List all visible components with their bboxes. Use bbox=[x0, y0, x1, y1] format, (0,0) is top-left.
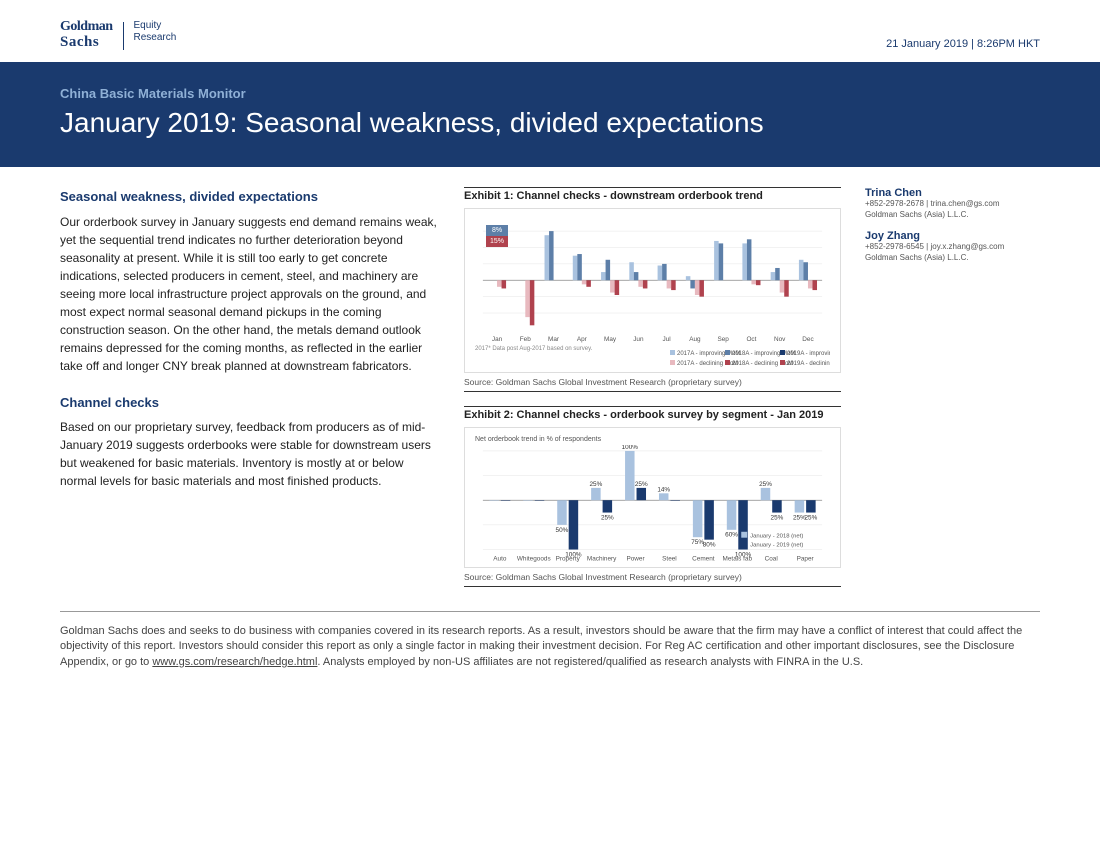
body-column: Seasonal weakness, divided expectations … bbox=[60, 187, 440, 601]
exhibits-column: Exhibit 1: Channel checks - downstream o… bbox=[464, 187, 841, 601]
svg-text:Jan: Jan bbox=[492, 337, 503, 344]
exhibit-title: Exhibit 1: Channel checks - downstream o… bbox=[464, 187, 841, 202]
svg-text:Mar: Mar bbox=[548, 337, 560, 344]
disclaimer-link[interactable]: www.gs.com/research/hedge.html bbox=[152, 656, 317, 668]
author-contact: +852-2978-2678 | trina.chen@gs.comGoldma… bbox=[865, 199, 1040, 220]
svg-text:2017A - improving MoM: 2017A - improving MoM bbox=[677, 351, 740, 357]
chart2-subtitle: Net orderbook trend in % of respondents bbox=[475, 436, 830, 443]
disclaimer-section: Goldman Sachs does and seeks to do busin… bbox=[0, 611, 1100, 670]
logo-divider bbox=[123, 22, 124, 50]
section-heading: Seasonal weakness, divided expectations bbox=[60, 187, 440, 207]
svg-text:May: May bbox=[604, 337, 617, 344]
chart1-badge: 8% 15% bbox=[486, 225, 508, 247]
svg-text:100%: 100% bbox=[622, 445, 639, 451]
svg-text:January - 2019 (net): January - 2019 (net) bbox=[750, 542, 803, 548]
chart2-svg: Auto Whitegoods 50% 100% Property 25% 25% Machi… bbox=[475, 445, 830, 563]
page-header: Goldman Sachs Equity Research 21 January… bbox=[0, 0, 1100, 62]
svg-text:Coal: Coal bbox=[765, 555, 778, 562]
logo-line1: Goldman bbox=[60, 20, 113, 35]
svg-text:60%: 60% bbox=[725, 531, 738, 538]
svg-text:Steel: Steel bbox=[662, 555, 677, 562]
svg-text:25%: 25% bbox=[771, 514, 784, 521]
publish-datestamp: 21 January 2019 | 8:26PM HKT bbox=[886, 38, 1040, 50]
disclaimer-text: Goldman Sachs does and seeks to do busin… bbox=[60, 611, 1040, 670]
dept-line2: Research bbox=[134, 32, 177, 44]
svg-text:2018A - improving MoM: 2018A - improving MoM bbox=[732, 351, 795, 357]
department-label: Equity Research bbox=[134, 20, 177, 44]
body-paragraph: Our orderbook survey in January suggests… bbox=[60, 213, 440, 375]
svg-text:50%: 50% bbox=[556, 526, 569, 533]
authors-column: Trina Chen +852-2978-2678 | trina.chen@g… bbox=[865, 187, 1040, 601]
chart1-svg: Jan Feb Mar Apr May Jun Jul Aug Sep Oct Nov Dec bbox=[475, 217, 830, 345]
badge-top: 8% bbox=[486, 225, 508, 236]
svg-text:Sep: Sep bbox=[717, 337, 729, 344]
author-contact: +852-2978-6545 | joy.x.zhang@gs.comGoldm… bbox=[865, 242, 1040, 263]
chart-source: Source: Goldman Sachs Global Investment … bbox=[464, 572, 841, 587]
svg-text:Apr: Apr bbox=[577, 337, 588, 344]
chart2-container: Net orderbook trend in % of respondents … bbox=[464, 427, 841, 568]
report-series: China Basic Materials Monitor bbox=[60, 86, 1040, 101]
svg-text:Feb: Feb bbox=[520, 337, 531, 344]
svg-text:25%: 25% bbox=[759, 481, 772, 488]
svg-text:Cement: Cement bbox=[692, 555, 715, 562]
svg-text:25%: 25% bbox=[804, 514, 817, 521]
svg-text:Machinery: Machinery bbox=[587, 555, 617, 562]
badge-bot: 15% bbox=[486, 236, 508, 247]
svg-text:January - 2018 (net): January - 2018 (net) bbox=[750, 533, 803, 539]
title-banner: China Basic Materials Monitor January 20… bbox=[0, 62, 1100, 167]
logo-line2: Sachs bbox=[60, 35, 113, 51]
author-name: Trina Chen bbox=[865, 187, 1040, 199]
svg-text:25%: 25% bbox=[601, 514, 614, 521]
svg-text:Jun: Jun bbox=[633, 337, 644, 344]
chart-source: Source: Goldman Sachs Global Investment … bbox=[464, 377, 841, 392]
chart1-container: 8% 15% Jan Feb Mar Apr May Jun Jul Aug Sep Oct Nov… bbox=[464, 208, 841, 372]
svg-text:Metals fab: Metals fab bbox=[723, 555, 753, 562]
svg-text:25%: 25% bbox=[635, 481, 648, 488]
svg-text:Paper: Paper bbox=[797, 555, 815, 562]
svg-text:Oct: Oct bbox=[746, 337, 756, 344]
svg-text:Property: Property bbox=[556, 555, 581, 562]
content-area: Seasonal weakness, divided expectations … bbox=[0, 167, 1100, 601]
exhibit-title: Exhibit 2: Channel checks - orderbook su… bbox=[464, 406, 841, 421]
svg-text:Auto: Auto bbox=[493, 555, 507, 562]
svg-text:Dec: Dec bbox=[802, 337, 814, 344]
author-block: Trina Chen +852-2978-2678 | trina.chen@g… bbox=[865, 187, 1040, 220]
logo-block: Goldman Sachs Equity Research bbox=[60, 20, 176, 50]
svg-text:2019A - declining MoM: 2019A - declining MoM bbox=[787, 361, 830, 367]
disclaimer-part2: . Analysts employed by non-US affiliates… bbox=[317, 656, 863, 668]
svg-text:25%: 25% bbox=[589, 481, 602, 488]
body-paragraph: Based on our proprietary survey, feedbac… bbox=[60, 418, 440, 490]
svg-text:80%: 80% bbox=[703, 541, 716, 548]
author-name: Joy Zhang bbox=[865, 230, 1040, 242]
chart1-legend: 2017A - improving MoM2018A - improving M… bbox=[670, 346, 830, 368]
chart1-footnote: 2017* Data post Aug-2017 based on survey… bbox=[475, 346, 592, 352]
author-block: Joy Zhang +852-2978-6545 | joy.x.zhang@g… bbox=[865, 230, 1040, 263]
svg-text:2019A - improving MoM: 2019A - improving MoM bbox=[787, 351, 830, 357]
report-title: January 2019: Seasonal weakness, divided… bbox=[60, 107, 1040, 139]
gs-logo: Goldman Sachs bbox=[60, 20, 113, 50]
svg-text:Power: Power bbox=[626, 555, 645, 562]
dept-line1: Equity bbox=[134, 20, 177, 32]
svg-text:Nov: Nov bbox=[774, 337, 786, 344]
section-heading: Channel checks bbox=[60, 393, 440, 413]
svg-text:Aug: Aug bbox=[689, 337, 701, 344]
svg-text:Whitegoods: Whitegoods bbox=[517, 555, 551, 562]
svg-text:Jul: Jul bbox=[663, 337, 671, 344]
svg-text:14%: 14% bbox=[657, 486, 670, 493]
